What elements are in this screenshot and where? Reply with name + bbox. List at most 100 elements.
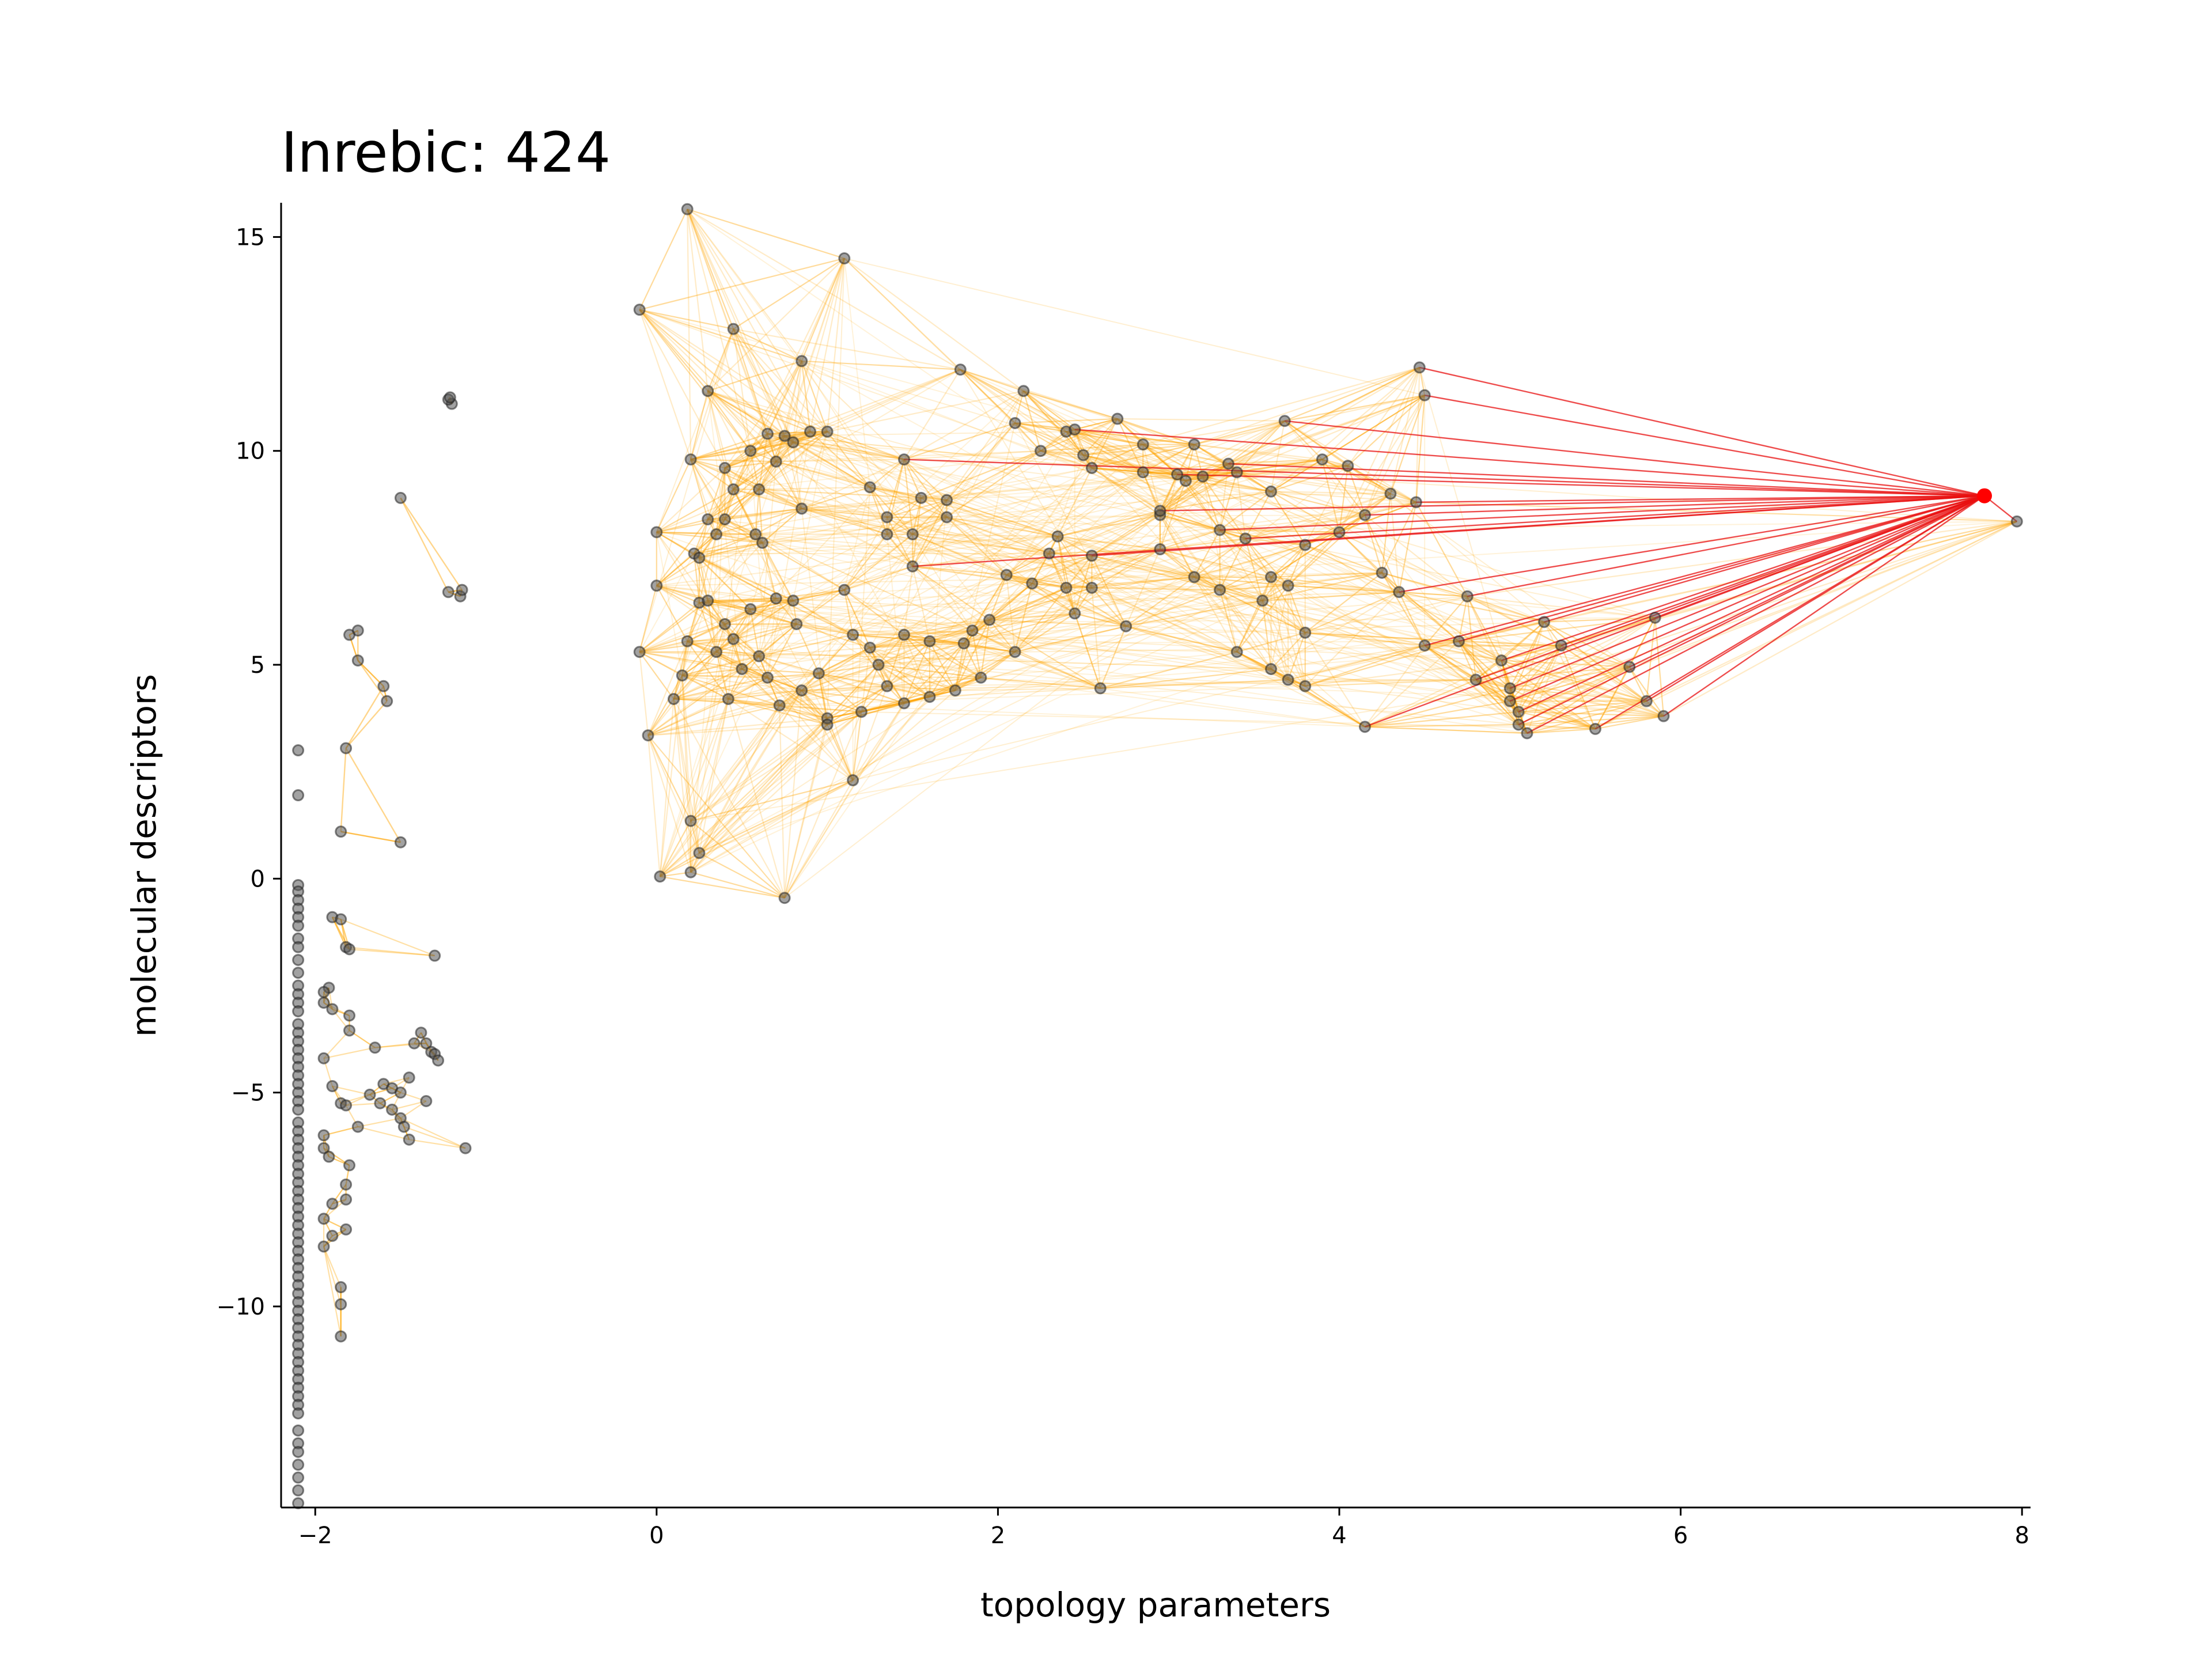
edge bbox=[687, 209, 845, 259]
edge bbox=[673, 600, 709, 699]
edge bbox=[690, 717, 828, 821]
edge bbox=[687, 623, 725, 642]
edge bbox=[639, 309, 734, 330]
data-point bbox=[1418, 389, 1431, 402]
edge bbox=[1202, 476, 1340, 533]
edge bbox=[1518, 724, 1596, 730]
edge bbox=[707, 390, 785, 437]
edge bbox=[861, 677, 982, 713]
edge bbox=[1236, 632, 1306, 653]
edge bbox=[707, 390, 785, 437]
edge bbox=[1142, 444, 1203, 478]
edge bbox=[1083, 444, 1143, 456]
edge bbox=[818, 673, 828, 719]
edge bbox=[687, 600, 709, 642]
edge bbox=[1048, 553, 1093, 589]
edge bbox=[870, 630, 973, 649]
edge bbox=[818, 672, 904, 704]
edge bbox=[403, 1126, 466, 1149]
edge bbox=[869, 487, 914, 535]
data-point bbox=[1188, 438, 1200, 451]
edge bbox=[1518, 711, 1596, 730]
edge bbox=[887, 499, 948, 535]
edge bbox=[716, 431, 1067, 653]
edge bbox=[733, 600, 794, 640]
edge bbox=[1510, 666, 1630, 689]
edge bbox=[707, 390, 1161, 516]
edge bbox=[1270, 591, 1400, 670]
edge bbox=[904, 630, 973, 636]
data-point bbox=[459, 1142, 472, 1154]
edge bbox=[779, 704, 828, 726]
edge bbox=[716, 651, 759, 657]
edge bbox=[1219, 463, 1229, 531]
edge bbox=[1160, 471, 1237, 512]
edge bbox=[1510, 666, 1630, 702]
edge bbox=[1287, 585, 1306, 687]
data-point bbox=[897, 453, 910, 466]
edge bbox=[1271, 491, 1416, 503]
edge bbox=[1245, 538, 1289, 586]
edge bbox=[1398, 502, 1417, 592]
edge bbox=[946, 499, 1050, 554]
edge bbox=[639, 309, 802, 362]
edge bbox=[1543, 621, 1647, 702]
edge bbox=[801, 258, 845, 362]
edge bbox=[887, 677, 981, 687]
edge bbox=[724, 431, 828, 469]
edge bbox=[1142, 472, 1161, 512]
data-point bbox=[770, 455, 782, 468]
edge bbox=[955, 651, 1016, 691]
edge bbox=[887, 497, 922, 535]
edge bbox=[340, 748, 347, 832]
data-point bbox=[456, 584, 468, 596]
edge bbox=[1501, 660, 1596, 730]
edge bbox=[1057, 536, 1092, 556]
edge bbox=[707, 391, 751, 452]
edge bbox=[980, 677, 1101, 689]
edge bbox=[1014, 587, 1067, 653]
edge bbox=[1364, 367, 1421, 516]
edge bbox=[1126, 626, 1271, 670]
edge bbox=[869, 487, 888, 535]
edge bbox=[733, 489, 756, 535]
edge bbox=[946, 517, 1007, 575]
edge bbox=[323, 1047, 376, 1059]
edge bbox=[639, 309, 734, 330]
edge bbox=[972, 612, 1075, 631]
edge bbox=[758, 623, 797, 657]
highlight-edge bbox=[1419, 366, 1985, 497]
edge bbox=[733, 328, 828, 433]
edge bbox=[1194, 529, 1221, 578]
edge bbox=[750, 600, 794, 610]
edge bbox=[1509, 617, 1656, 689]
edge bbox=[912, 533, 1050, 555]
edge bbox=[903, 369, 961, 460]
edge bbox=[767, 672, 819, 679]
edge bbox=[762, 543, 777, 599]
edge bbox=[887, 391, 1024, 518]
edge bbox=[1048, 553, 1067, 588]
edge bbox=[844, 257, 1425, 396]
edge bbox=[1202, 395, 1425, 478]
edge bbox=[690, 705, 781, 873]
edge bbox=[1271, 576, 1399, 593]
edge bbox=[1364, 514, 1383, 573]
edge bbox=[707, 360, 802, 392]
edge bbox=[728, 656, 760, 700]
edge bbox=[687, 209, 709, 391]
edge bbox=[801, 258, 845, 362]
edge bbox=[1116, 418, 1144, 473]
edge bbox=[687, 638, 734, 642]
highlight-edge bbox=[1416, 495, 1985, 503]
edge bbox=[1305, 641, 1459, 687]
edge bbox=[728, 444, 1195, 700]
edge bbox=[660, 876, 785, 899]
edge bbox=[715, 652, 729, 699]
edge bbox=[725, 600, 794, 625]
data-point bbox=[340, 742, 353, 755]
data-point bbox=[1230, 466, 1243, 479]
data-point bbox=[292, 919, 305, 932]
edge bbox=[793, 600, 870, 649]
edge bbox=[972, 630, 1101, 689]
